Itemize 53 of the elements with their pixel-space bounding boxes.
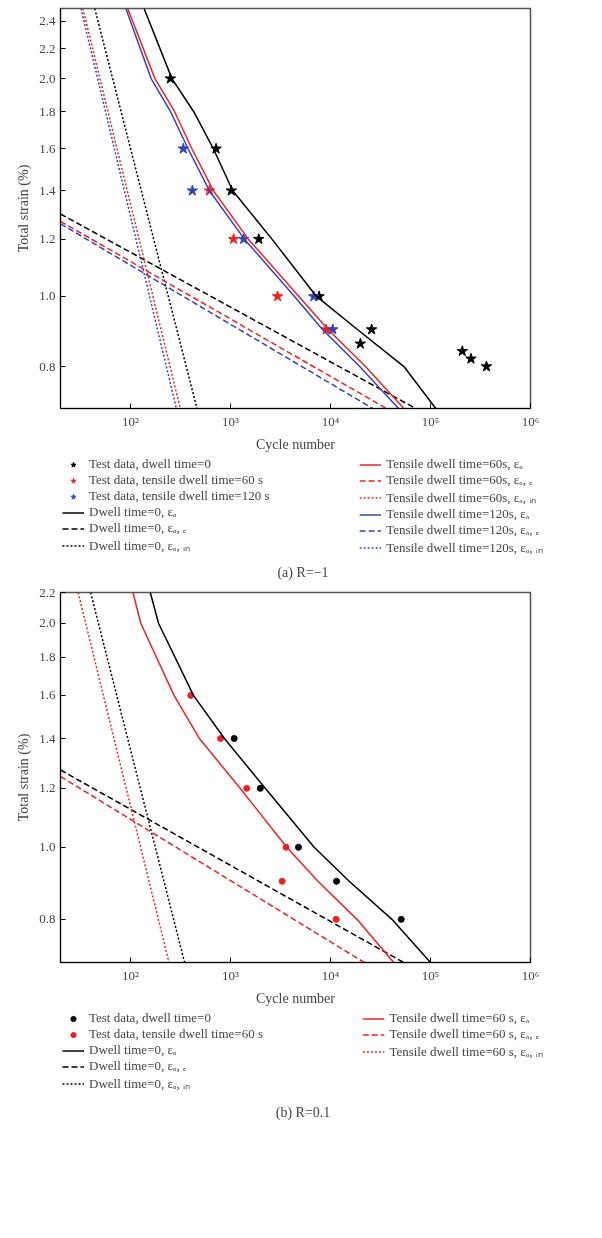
x-tick-label: 10⁶ xyxy=(521,967,540,983)
y-tick-label: 2.0 xyxy=(39,70,56,86)
y-tick-label: 1.6 xyxy=(39,140,56,156)
legend-label: Tensile dwell time=60 s, εₐ, ₑ xyxy=(389,1026,540,1042)
x-tick-label: 10³ xyxy=(221,967,239,983)
legend-label: Test data, tensile dwell time=60 s xyxy=(89,472,263,488)
y-tick-label: 1.2 xyxy=(39,231,56,247)
legend-label: Test data, dwell time=0 xyxy=(89,456,211,472)
legend-label: Tensile dwell time=60 s, εₐ, ᵢₙ xyxy=(389,1043,543,1060)
x-tick-label: 10⁴ xyxy=(321,967,340,983)
legend-label: Dwell time=0, εₐ xyxy=(89,1042,177,1058)
y-tick-label: 1.2 xyxy=(39,780,56,796)
y-axis-title: Total strain (%) xyxy=(16,733,33,822)
legend-label: Tensile dwell time=60 s, εₐ xyxy=(389,1010,530,1026)
y-tick-label: 2.4 xyxy=(39,13,56,29)
x-tick-label: 10² xyxy=(121,967,139,983)
y-tick-label: 1.4 xyxy=(39,730,56,746)
y-tick-label: 1.8 xyxy=(39,103,56,119)
legend-label: Dwell time=0, εₐ, ₑ xyxy=(89,1058,187,1074)
y-tick-label: 1.0 xyxy=(39,839,56,855)
x-tick-label: 10⁴ xyxy=(321,413,340,429)
x-tick-label: 10⁵ xyxy=(421,413,440,429)
y-tick-label: 0.8 xyxy=(39,358,56,374)
y-tick-label: 1.4 xyxy=(39,182,56,198)
legend-label: Dwell time=0, εₐ xyxy=(89,504,177,520)
legend-label: Tensile dwell time=60s, εₐ, ₑ xyxy=(386,472,533,488)
x-tick-label: 10⁶ xyxy=(521,413,540,429)
legend-label: Dwell time=0, εₐ, ᵢₙ xyxy=(89,1075,191,1092)
legend-label: Dwell time=0, εₐ, ᵢₙ xyxy=(89,537,191,554)
x-tick-label: 10³ xyxy=(221,413,239,429)
text: (b) R=0.1 xyxy=(275,1104,331,1121)
x-tick-label: 10² xyxy=(121,413,139,429)
y-tick-label: 2.2 xyxy=(39,40,56,56)
y-tick-label: 0.8 xyxy=(39,911,56,927)
legend-label: Dwell time=0, εₐ, ₑ xyxy=(89,520,187,536)
x-axis-title: Cycle number xyxy=(256,436,336,452)
y-tick-label: 2.0 xyxy=(39,615,56,631)
y-tick-label: 1.6 xyxy=(39,687,56,703)
x-axis-title: Cycle number xyxy=(256,990,336,1006)
text: (a) R=−1 xyxy=(277,564,329,581)
x-tick-label: 10⁵ xyxy=(421,967,440,983)
y-tick-label: 1.0 xyxy=(39,288,56,304)
legend-label: Tensile dwell time=120s, εₐ xyxy=(386,506,530,522)
legend-label: Test data, tensile dwell time=120 s xyxy=(89,488,270,504)
legend-label: Tensile dwell time=120s, εₐ, ₑ xyxy=(386,522,540,538)
legend-label: Tensile dwell time=60s, εₐ xyxy=(386,456,523,472)
legend-label: Tensile dwell time=60s, εₐ, ᵢₙ xyxy=(386,489,537,506)
y-tick-label: 1.8 xyxy=(39,649,56,665)
legend-label: Test data, dwell time=0 xyxy=(89,1010,211,1026)
legend-label: Test data, tensile dwell time=60 s xyxy=(89,1026,263,1042)
y-axis-title: Total strain (%) xyxy=(16,164,33,253)
legend-label: Tensile dwell time=120s, εₐ, ᵢₙ xyxy=(386,539,543,556)
y-tick-label: 2.2 xyxy=(39,584,56,600)
